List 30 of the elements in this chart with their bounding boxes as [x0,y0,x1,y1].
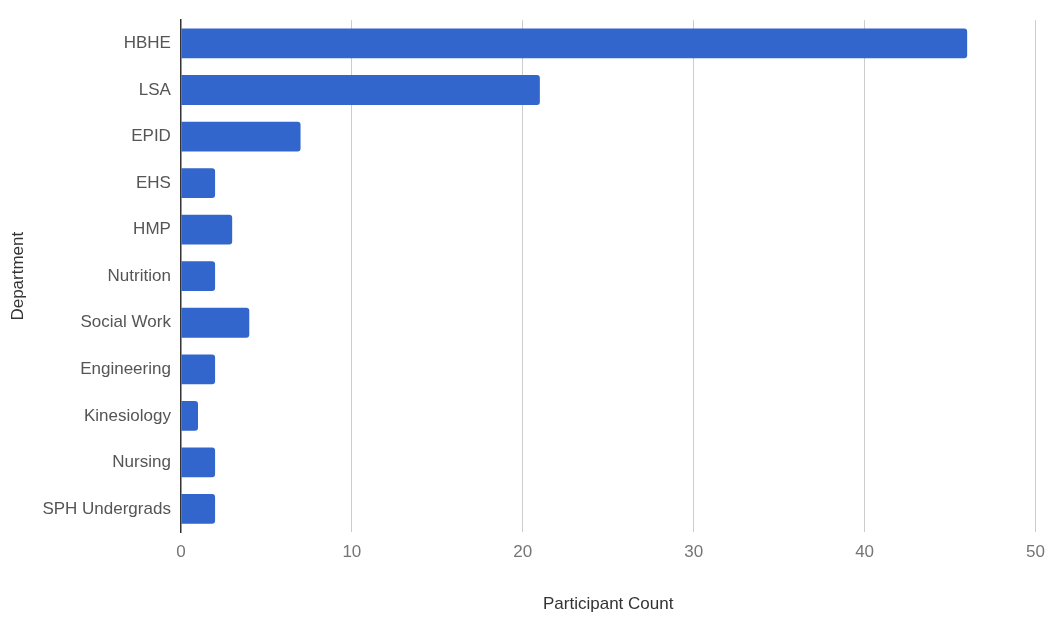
bar [181,307,250,338]
x-tick-label: 20 [513,542,533,562]
y-tick-label: Nutrition [107,265,171,285]
y-tick-label: Nursing [112,452,171,472]
bar [181,261,216,292]
y-tick-label: Social Work [80,312,172,332]
y-tick-label: EHS [135,172,171,192]
bar [181,447,216,478]
y-axis-title: Department [7,231,27,321]
y-tick-label: Kinesiology [83,405,172,425]
bar [181,28,968,59]
x-tick-label: 10 [342,542,362,562]
bar [181,400,198,431]
y-tick-label: HBHE [123,33,171,53]
bar [181,75,540,105]
bar [181,214,233,245]
bar [181,494,216,524]
y-tick-label: EPID [131,126,171,146]
x-tick-label: 0 [176,542,186,562]
x-tick-label: 40 [855,542,875,562]
bar [181,121,301,152]
x-tick-label: 30 [684,542,704,562]
y-tick-label: HMP [133,219,171,239]
y-tick-label: LSA [138,79,172,99]
y-tick-label: Engineering [80,358,171,378]
bar [181,168,216,198]
y-tick-label: SPH Undergrads [42,498,171,518]
x-axis-title: Participant Count [543,594,674,614]
bar [181,354,216,385]
x-tick-label: 50 [1026,542,1046,562]
